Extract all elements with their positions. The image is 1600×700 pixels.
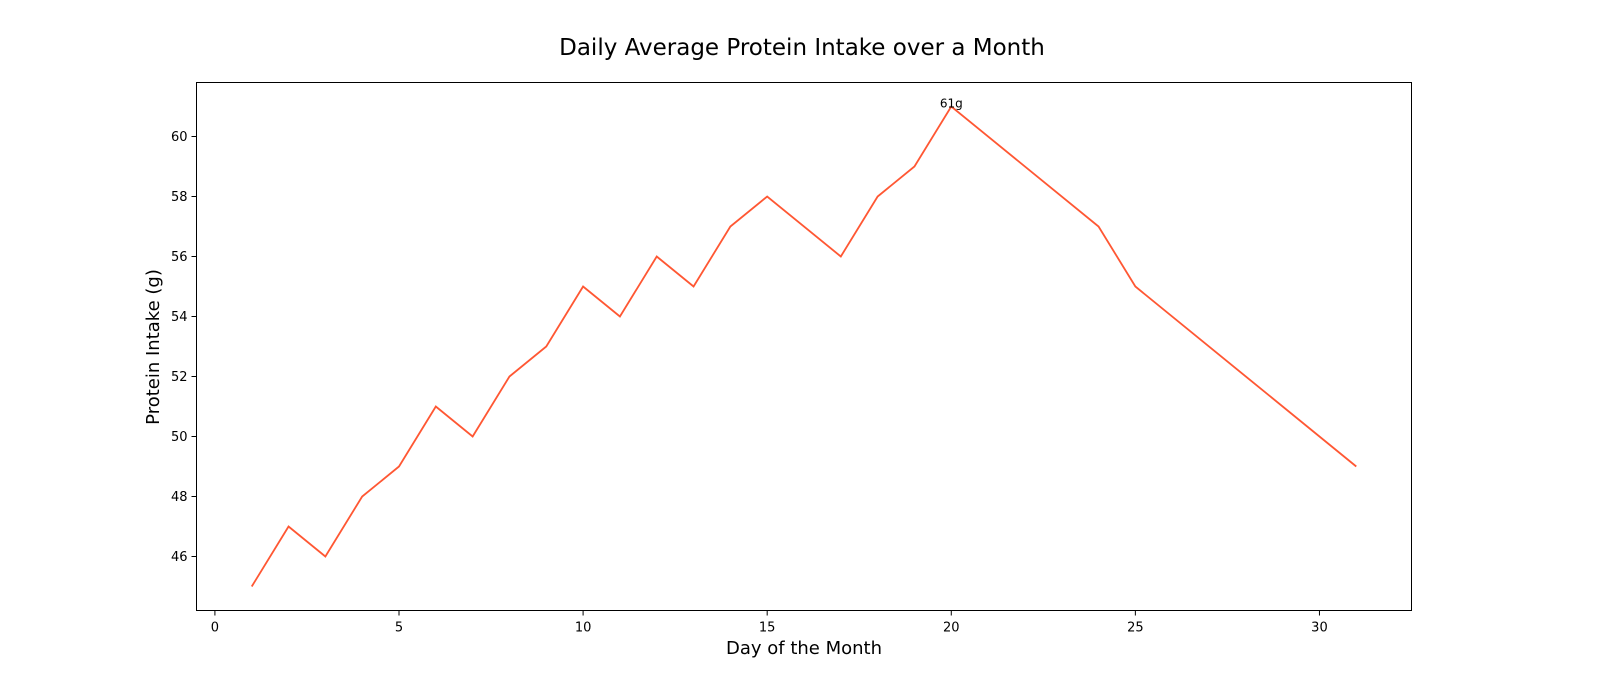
chart-title: Daily Average Protein Intake over a Mont… [559, 35, 1045, 61]
plot-area: 61g [250, 97, 1357, 587]
x-tick-label: 20 [943, 621, 960, 636]
y-tick-label: 56 [171, 250, 188, 265]
x-tick-label: 0 [211, 621, 219, 636]
y-tick-label: 46 [171, 550, 188, 565]
x-tick-label: 15 [759, 621, 776, 636]
plot-frame [196, 82, 1412, 611]
data-label-annotation: 61g [940, 97, 963, 111]
y-axis-label: Protein Intake (g) [143, 269, 164, 425]
y-tick-label: 48 [171, 490, 188, 505]
y-tick-label: 58 [171, 190, 188, 205]
x-axis-label: Day of the Month [726, 638, 882, 659]
y-tick-label: 50 [171, 430, 188, 445]
y-tick-label: 52 [171, 370, 188, 385]
x-tick-label: 10 [575, 621, 592, 636]
x-tick-label: 25 [1127, 621, 1144, 636]
series-line-0 [250, 105, 1357, 587]
x-tick-label: 5 [395, 621, 403, 636]
y-tick-label: 60 [171, 130, 188, 145]
y-axis: 46 48 50 52 54 56 58 60 [171, 130, 197, 565]
y-tick-label: 54 [171, 310, 188, 325]
x-axis: 0 5 10 15 20 25 30 [211, 610, 1328, 636]
x-tick-label: 30 [1311, 621, 1328, 636]
